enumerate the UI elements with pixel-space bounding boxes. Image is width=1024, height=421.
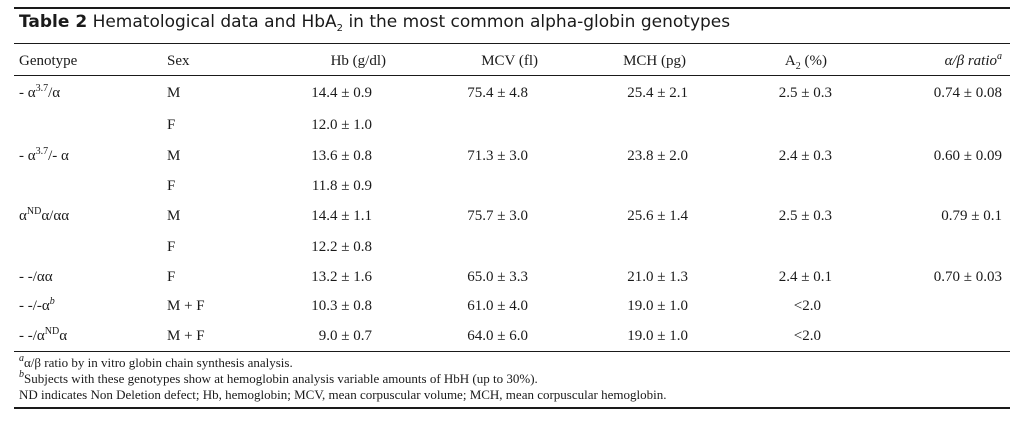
row-4-hb: 11.8 ± 0.9 <box>311 178 372 194</box>
row-9-mch: 19.0 ± 1.0 <box>627 328 688 344</box>
row-7-ratio: 0.70 ± 0.03 <box>933 269 1002 285</box>
row-1-sex: M <box>167 85 181 101</box>
genotype-superscript: ND <box>44 326 60 337</box>
header-genotype: Genotype <box>19 53 78 69</box>
row-2-hb: 12.0 ± 1.0 <box>311 117 372 133</box>
genotype-suffix: α/αα <box>41 208 70 224</box>
footnote-a-text: α/β ratio by in vitro globin chain synth… <box>24 355 293 370</box>
row-1-genotype: - α3.7/α <box>19 83 61 104</box>
row-8-a2: <2.0 <box>793 298 821 314</box>
header-mch: MCH (pg) <box>623 53 686 69</box>
row-6-hb: 12.2 ± 0.8 <box>311 239 372 255</box>
row-9-hb: 9.0 ± 0.7 <box>318 328 372 344</box>
header-a2-letter: A <box>784 53 796 69</box>
header-ratio: α/β ratioa <box>944 51 1002 72</box>
row-8-genotype: - -/-αb <box>19 296 55 317</box>
footnote-a: aα/β ratio by in vitro globin chain synt… <box>19 353 293 373</box>
row-3-ratio: 0.60 ± 0.09 <box>933 148 1002 164</box>
footnote-b: bSubjects with these genotypes show at h… <box>19 369 538 389</box>
row-8-mcv: 61.0 ± 4.0 <box>467 298 528 314</box>
row-7-mcv: 65.0 ± 3.3 <box>467 269 528 285</box>
row-5-sex: M <box>167 208 181 224</box>
row-1-mch: 25.4 ± 2.1 <box>627 85 688 101</box>
genotype-footnote-mark: b <box>49 296 55 307</box>
row-7-hb: 13.2 ± 1.6 <box>311 269 372 285</box>
row-9-sex: M + F <box>167 328 205 344</box>
row-5-hb: 14.4 ± 1.1 <box>311 208 372 224</box>
row-9-mcv: 64.0 ± 6.0 <box>467 328 528 344</box>
row-6-sex: F <box>167 239 176 255</box>
row-5-ratio: 0.79 ± 0.1 <box>941 208 1002 224</box>
row-5-mch: 25.6 ± 1.4 <box>627 208 688 224</box>
header-ratio-label: α/β ratio <box>944 53 997 69</box>
genotype-superscript: 3.7 <box>35 83 49 94</box>
row-3-mcv: 71.3 ± 3.0 <box>467 148 528 164</box>
row-7-a2: 2.4 ± 0.1 <box>778 269 832 285</box>
row-5-a2: 2.5 ± 0.3 <box>778 208 832 224</box>
genotype-suffix: /α <box>48 85 61 101</box>
header-bottom-rule <box>14 75 1010 76</box>
row-1-mcv: 75.4 ± 4.8 <box>467 85 528 101</box>
header-a2: A2 (%) <box>785 52 827 72</box>
genotype-suffix: /- α <box>48 148 69 164</box>
caption-title-end: in the most common alpha-globin genotype… <box>343 12 731 32</box>
row-3-hb: 13.6 ± 0.8 <box>311 148 372 164</box>
row-1-a2: 2.5 ± 0.3 <box>778 85 832 101</box>
row-1-hb: 14.4 ± 0.9 <box>311 85 372 101</box>
header-hb: Hb (g/dl) <box>330 53 386 69</box>
genotype-main: - α <box>19 148 36 164</box>
header-mcv: MCV (fl) <box>481 53 538 69</box>
genotype-superscript: ND <box>26 206 42 217</box>
row-9-a2: <2.0 <box>793 328 821 344</box>
footnote-abbreviations: ND indicates Non Deletion defect; Hb, he… <box>19 387 667 402</box>
caption-title-subscript: 2 <box>336 23 344 34</box>
top-rule <box>14 7 1010 9</box>
genotype-main: α <box>19 208 27 224</box>
caption-title-start: Hematological data and HbA <box>92 12 337 32</box>
row-4-sex: F <box>167 178 176 194</box>
table-bottom-rule <box>14 351 1010 352</box>
row-8-hb: 10.3 ± 0.8 <box>311 298 372 314</box>
genotype-superscript: 3.7 <box>35 146 49 157</box>
row-3-sex: M <box>167 148 181 164</box>
footnote-b-mark: b <box>19 369 24 380</box>
row-8-mch: 19.0 ± 1.0 <box>627 298 688 314</box>
header-a2-unit: (%) <box>800 53 828 69</box>
row-5-mcv: 75.7 ± 3.0 <box>467 208 528 224</box>
header-sex: Sex <box>167 53 190 69</box>
footer-rule <box>14 407 1010 409</box>
genotype-main: - α <box>19 85 36 101</box>
genotype-main: - -/α <box>19 328 45 344</box>
header-a2-subscript: 2 <box>795 61 801 72</box>
row-3-mch: 23.8 ± 2.0 <box>627 148 688 164</box>
table-caption: Table 2 Hematological data and HbA2 in t… <box>19 12 731 34</box>
row-3-genotype: - α3.7/- α <box>19 146 69 167</box>
row-7-sex: F <box>167 269 176 285</box>
row-7-mch: 21.0 ± 1.3 <box>627 269 688 285</box>
row-1-ratio: 0.74 ± 0.08 <box>933 85 1002 101</box>
footnote-a-mark: a <box>19 353 24 364</box>
row-2-sex: F <box>167 117 176 133</box>
row-9-genotype: - -/αNDα <box>19 326 68 347</box>
row-7-genotype: - -/αα <box>19 269 53 285</box>
header-ratio-footnote-mark: a <box>997 51 1002 62</box>
header-top-rule <box>14 43 1010 44</box>
row-5-genotype: αNDα/αα <box>19 206 70 227</box>
table-label: Table 2 <box>19 12 88 32</box>
genotype-suffix: α <box>59 328 68 344</box>
row-8-sex: M + F <box>167 298 205 314</box>
footnote-b-text: Subjects with these genotypes show at he… <box>24 371 538 386</box>
genotype-main: - -/-α <box>19 298 50 314</box>
row-3-a2: 2.4 ± 0.3 <box>778 148 832 164</box>
